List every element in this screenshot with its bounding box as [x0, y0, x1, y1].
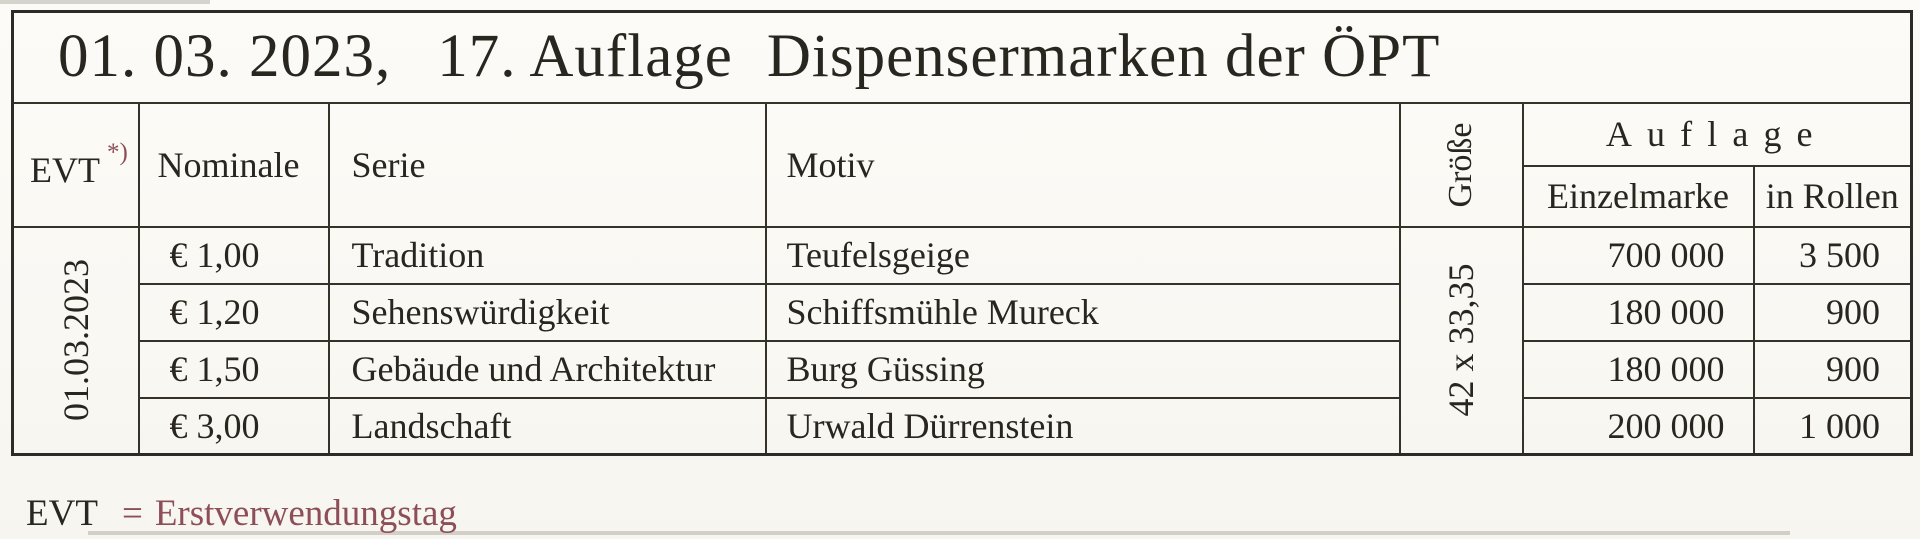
document-title: 01. 03. 2023, 17. Auflage Dispensermarken … — [11, 10, 1913, 104]
dispenser-stamps-table: 01. 03. 2023, 17. Auflage Dispensermarken … — [11, 10, 1914, 456]
col-header-motiv: Motiv — [764, 101, 1401, 228]
cell-serie: Tradition — [327, 225, 767, 285]
cell-in-rollen: 900 — [1752, 339, 1913, 399]
table-row: € 1,20 Sehenswürdigkeit Schiffsmühle Mur… — [13, 282, 1913, 342]
col-header-groesse: Größe — [1398, 101, 1524, 228]
cell-motiv: Teufelsgeige — [764, 225, 1401, 285]
cell-in-rollen: 1 000 — [1752, 396, 1913, 456]
cell-in-rollen: 900 — [1752, 282, 1913, 342]
footnote: EVT = Erstverwendungstag — [26, 492, 457, 535]
title-edition: 17. Auflage — [437, 23, 733, 91]
evt-date-rotated: 01.03.2023 — [55, 259, 96, 422]
table-row: 01.03.2023 € 1,00 Tradition Teufelsgeige… — [11, 225, 1913, 456]
cell-in-rollen: 3 500 — [1752, 225, 1913, 285]
cell-serie: Landschaft — [327, 396, 767, 456]
cell-nominale: € 3,00 — [137, 396, 330, 456]
cell-motiv: Schiffsmühle Mureck — [764, 282, 1401, 342]
stamp-size-cell: 42 x 33,35 — [1398, 225, 1524, 456]
cell-nominale: € 1,50 — [137, 339, 330, 399]
col-header-nominale: Nominale — [137, 101, 330, 228]
cell-einzelmarke: 200 000 — [1521, 396, 1755, 456]
scan-artifact-top — [0, 0, 210, 4]
footnote-abbr: EVT — [26, 493, 98, 534]
cell-einzelmarke: 180 000 — [1521, 339, 1755, 399]
col-header-einzelmarke: Einzelmarke — [1521, 164, 1755, 228]
title-subject: Dispensermarken der ÖPT — [766, 23, 1441, 91]
cell-einzelmarke: 700 000 — [1521, 225, 1755, 285]
footnote-equals: = — [121, 493, 143, 534]
stamp-size-rotated: 42 x 33,35 — [1441, 263, 1481, 417]
cell-einzelmarke: 180 000 — [1521, 282, 1755, 342]
col-header-serie: Serie — [327, 101, 767, 228]
cell-motiv: Urwald Dürrenstein — [764, 396, 1401, 456]
col-header-evt: EVT *) — [11, 101, 140, 228]
table-row: € 1,50 Gebäude und Architektur Burg Güss… — [13, 339, 1913, 399]
col-header-in-rollen: in Rollen — [1752, 164, 1913, 228]
footnote-definition: Erstverwendungstag — [154, 493, 457, 534]
cell-nominale: € 1,20 — [137, 282, 330, 342]
cell-serie: Gebäude und Architektur — [327, 339, 767, 399]
cell-motiv: Burg Güssing — [764, 339, 1401, 399]
footnote-marker: *) — [106, 138, 128, 166]
cell-nominale: € 1,00 — [137, 225, 330, 285]
col-header-auflage: Auflage — [1521, 101, 1913, 167]
header-subrow: Einzelmarke in Rollen — [13, 164, 1913, 228]
title-date: 01. 03. 2023, — [58, 23, 392, 91]
col-header-groesse-label: Größe — [1442, 122, 1479, 207]
scan-artifact-bottom — [88, 531, 1790, 535]
cell-serie: Sehenswürdigkeit — [327, 282, 767, 342]
title-row: 01. 03. 2023, 17. Auflage Dispensermarken … — [11, 10, 1913, 104]
header-row: EVT *) Nominale Serie Motiv Größe Auflage — [11, 101, 1913, 228]
evt-date-cell: 01.03.2023 — [11, 225, 140, 456]
table-row: € 3,00 Landschaft Urwald Dürrenstein 200… — [13, 396, 1913, 456]
